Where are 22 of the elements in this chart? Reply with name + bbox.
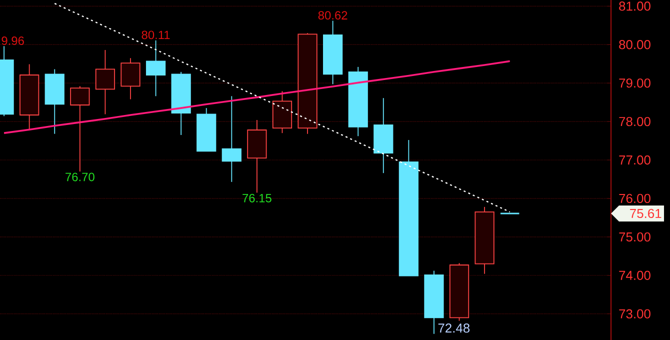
candlestick xyxy=(95,50,116,115)
y-tick-label: 79.00 xyxy=(619,78,650,88)
line-series xyxy=(3,60,511,134)
annotation: 76.70 xyxy=(66,172,94,182)
annotation: 80.11 xyxy=(142,30,170,40)
annotation: 72.48 xyxy=(438,323,470,333)
y-tick-label: 78.00 xyxy=(619,116,650,126)
y-tick-label: 80.00 xyxy=(619,40,650,50)
y-tick-label: 76.00 xyxy=(619,194,650,204)
candlestick xyxy=(146,40,166,97)
y-tick-label: 75.00 xyxy=(619,232,650,242)
candlestick xyxy=(120,58,140,100)
candlestick xyxy=(70,86,90,172)
text: 75.61 xyxy=(630,208,662,218)
annotation: 80.62 xyxy=(318,11,348,20)
annotation: 9.96 xyxy=(2,36,24,45)
y-tick-label: 73.00 xyxy=(619,309,650,318)
y-tick-label: 77.00 xyxy=(619,155,650,165)
y-tick-label: 74.00 xyxy=(619,270,650,280)
candlestick xyxy=(222,96,242,182)
y-tick-label: 81.00 xyxy=(619,2,650,11)
annotation: 76.15 xyxy=(242,194,272,202)
